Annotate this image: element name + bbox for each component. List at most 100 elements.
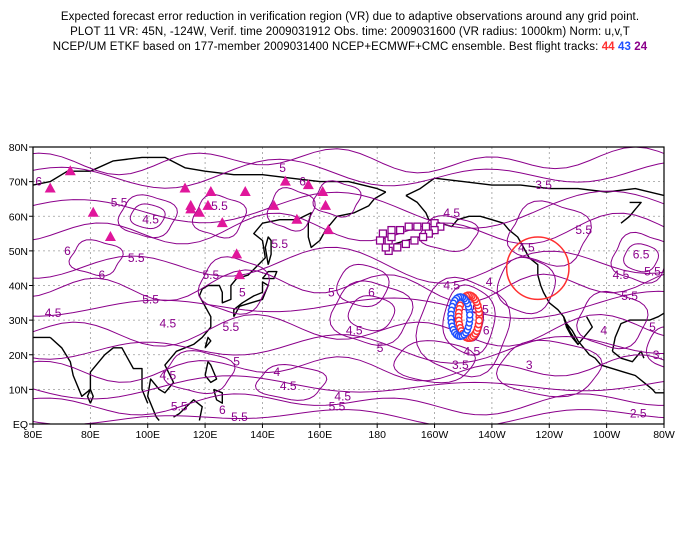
- contour-line: [329, 280, 414, 347]
- flight-track-24-point: [387, 225, 396, 235]
- observation-triangle: [104, 231, 116, 242]
- contour-label: 6: [666, 220, 673, 234]
- coastline: [204, 361, 218, 384]
- flight-track-24-point: [418, 232, 428, 242]
- contour-label: 4.5: [346, 324, 363, 338]
- contour-line: [312, 180, 362, 218]
- flight-track-44-point: [475, 316, 484, 325]
- lon-tick-label: 80E: [24, 429, 43, 441]
- contour-label: 4.5: [334, 389, 351, 403]
- contour-label: 6: [299, 175, 306, 189]
- lon-tick-label: 140E: [250, 429, 275, 441]
- coastlines: [33, 156, 664, 421]
- contour-line: [495, 339, 603, 398]
- observation-triangle: [185, 203, 197, 214]
- lon-tick-label: 100W: [593, 429, 621, 441]
- contour-line: [393, 340, 476, 384]
- coastline: [204, 336, 212, 349]
- contour-label: 4: [273, 365, 280, 379]
- title-line-3-prefix: NCEP/UM ETKF based on 177-member 2009031…: [52, 41, 599, 53]
- coastline: [264, 236, 272, 265]
- contour-line: [506, 200, 592, 267]
- observation-triangle: [239, 186, 251, 197]
- coastline: [405, 177, 664, 197]
- flight-track-24-point: [375, 236, 385, 245]
- observation-triangle: [302, 179, 314, 190]
- contour-line: [197, 256, 270, 315]
- contour-line: [33, 393, 664, 416]
- coastline: [233, 281, 269, 318]
- contour-label: 5.5: [621, 289, 638, 303]
- lon-tick-label: 80E: [81, 429, 100, 441]
- observation-triangle: [320, 199, 332, 210]
- flight-track-24-point: [421, 222, 431, 231]
- contour-label: 4.5: [518, 240, 535, 254]
- coastline: [33, 156, 387, 193]
- lat-tick-label: 80N: [9, 142, 28, 154]
- contour-label: 5: [649, 320, 656, 334]
- contour-label: 6: [64, 244, 71, 258]
- contour-line: [33, 212, 664, 245]
- observation-triangle: [317, 186, 329, 197]
- contour-label: 5.5: [575, 223, 592, 237]
- contour-line: [68, 239, 124, 277]
- contour-label: 4.5: [142, 213, 159, 227]
- contour-label: 3.5: [452, 358, 469, 372]
- contour-label: 4.5: [443, 206, 460, 220]
- contour-label: 3: [675, 393, 682, 407]
- title-line-3: NCEP/UM ETKF based on 177-member 2009031…: [0, 40, 700, 55]
- contour-line: [33, 246, 664, 284]
- coastline: [577, 316, 593, 345]
- track-a-label: 44: [601, 41, 615, 53]
- contour-label: 6: [98, 268, 105, 282]
- lat-tick-label: 70N: [9, 177, 28, 189]
- coastline: [611, 350, 645, 363]
- contour-line: [610, 231, 664, 284]
- contour-label: 5: [239, 285, 246, 299]
- lon-tick-label: 160E: [308, 429, 333, 441]
- contour-line: [415, 276, 512, 378]
- observation-triangle: [179, 182, 191, 193]
- contour-label: 5: [328, 285, 335, 299]
- flight-track-24-point: [393, 243, 402, 252]
- contour-line: [266, 187, 316, 232]
- coastline: [562, 316, 579, 346]
- contour-line: [33, 269, 664, 304]
- track-c-label: 24: [634, 41, 648, 53]
- contour-label: 5.5: [223, 320, 240, 334]
- contour-line: [129, 203, 166, 230]
- flight-track-24-point: [413, 222, 422, 231]
- header: Expected forecast error reduction in ver…: [0, 10, 700, 55]
- contour-label: 6: [368, 285, 375, 299]
- contour-label: 5.5: [171, 400, 188, 414]
- observation-triangle: [87, 206, 99, 217]
- lat-tick-label: 60N: [9, 211, 28, 223]
- contour-label: 5.5: [231, 410, 248, 424]
- contour-label: 6: [35, 175, 42, 189]
- contour-line: [191, 193, 248, 239]
- contour-line: [576, 290, 649, 350]
- lat-tick-label: 50N: [9, 246, 28, 258]
- contour-line: [33, 147, 664, 176]
- flight-track-24-point: [404, 222, 413, 231]
- title-line-2: PLOT 11 VR: 45N, -124W, Verif. time 2009…: [70, 26, 630, 38]
- flight-track-24-point: [410, 236, 419, 245]
- contour-label: 4.5: [443, 279, 460, 293]
- contour-label: 5.5: [329, 400, 346, 414]
- contour-label: 4: [486, 275, 493, 289]
- contour-line: [33, 313, 664, 347]
- contour-line: [163, 350, 236, 395]
- observation-triangle: [234, 269, 246, 280]
- verification-region-circle: [505, 236, 570, 301]
- contour-label: 5.5: [202, 268, 219, 282]
- contour-label: 2.5: [630, 407, 647, 421]
- contour-label: 4: [600, 324, 607, 338]
- contour-label: 5.5: [142, 292, 159, 306]
- contour-label: 5: [377, 341, 384, 355]
- contour-label: 6.5: [633, 247, 650, 261]
- lon-tick-label: 160W: [421, 429, 449, 441]
- contour-label: 4.5: [613, 268, 630, 282]
- coastline: [620, 201, 642, 224]
- contour-label: 5: [233, 355, 240, 369]
- contour-line: [623, 243, 660, 273]
